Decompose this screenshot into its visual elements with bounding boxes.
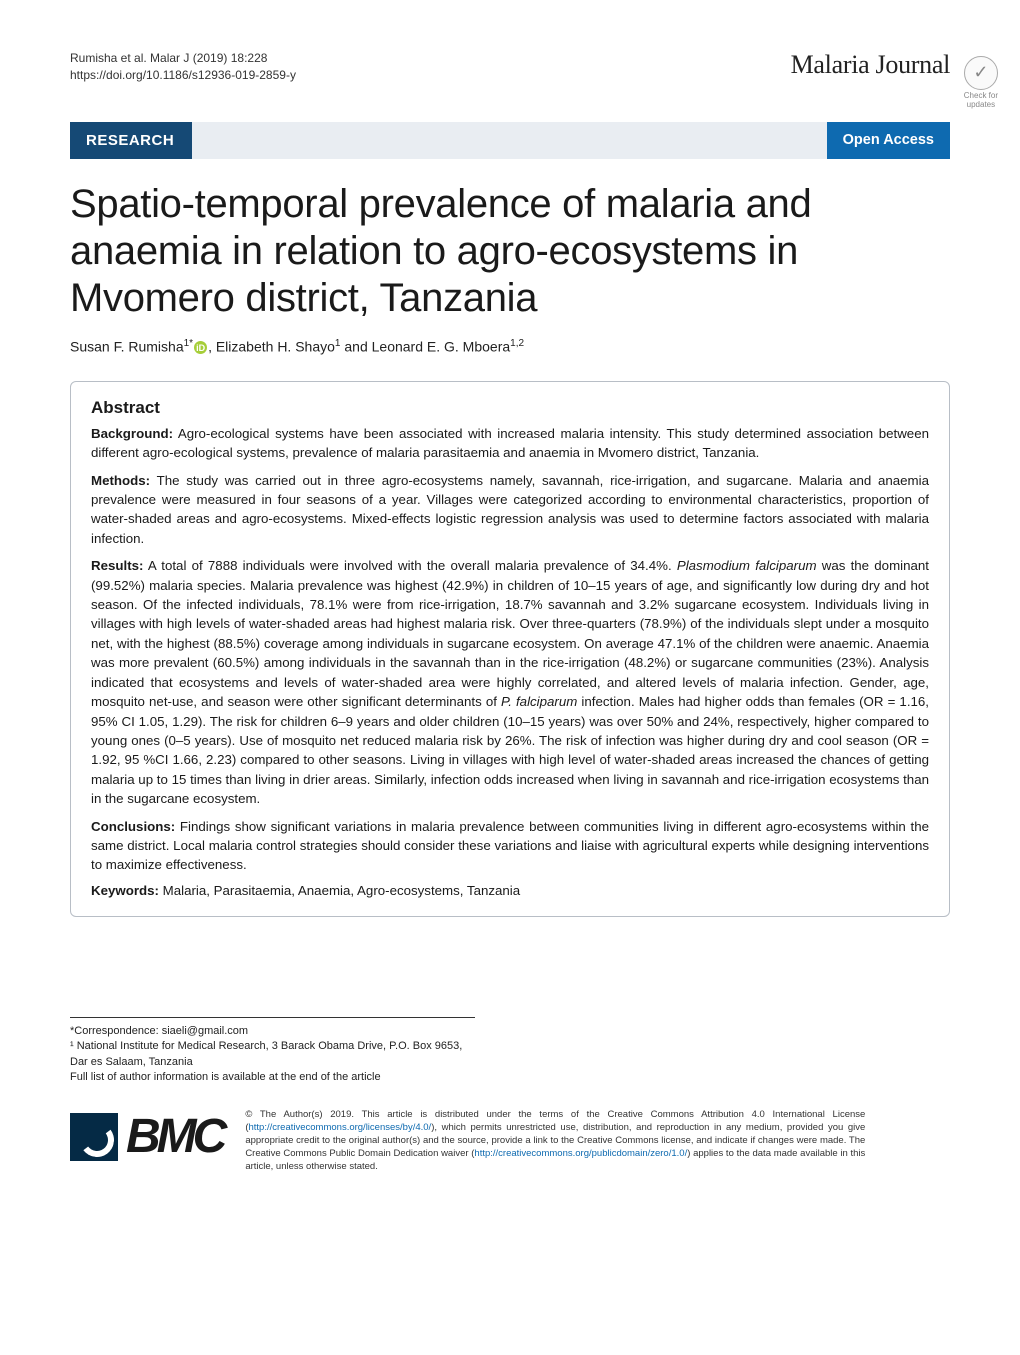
abstract-methods: Methods: The study was carried out in th… <box>91 471 929 549</box>
crossmark-icon: ✓ <box>964 56 998 90</box>
footnotes: *Correspondence: siaeli@gmail.com ¹ Nati… <box>70 1017 475 1086</box>
background-label: Background: <box>91 426 173 441</box>
license-text: © The Author(s) 2019. This article is di… <box>245 1109 865 1173</box>
affiliation-1: ¹ National Institute for Medical Researc… <box>70 1039 475 1070</box>
methods-text: The study was carried out in three agro-… <box>91 473 929 546</box>
crossmark-text2: updates <box>964 101 998 110</box>
keywords-text: Malaria, Parasitaemia, Anaemia, Agro-eco… <box>159 883 520 898</box>
abstract-heading: Abstract <box>91 398 929 418</box>
background-text: Agro-ecological systems have been associ… <box>91 426 929 460</box>
correspondence: *Correspondence: siaeli@gmail.com <box>70 1024 475 1039</box>
keywords: Keywords: Malaria, Parasitaemia, Anaemia… <box>91 883 929 898</box>
abstract-results: Results: A total of 7888 individuals wer… <box>91 556 929 808</box>
authors-list: Susan F. Rumisha1*iD, Elizabeth H. Shayo… <box>70 338 950 355</box>
open-access-label: Open Access <box>827 122 950 159</box>
footer: BMC © The Author(s) 2019. This article i… <box>70 1109 950 1173</box>
keywords-label: Keywords: <box>91 883 159 898</box>
citation-line1: Rumisha et al. Malar J (2019) 18:228 <box>70 50 296 67</box>
bmc-text: BMC <box>126 1109 223 1164</box>
citation: Rumisha et al. Malar J (2019) 18:228 htt… <box>70 50 296 84</box>
research-label: RESEARCH <box>70 122 192 159</box>
article-title: Spatio-temporal prevalence of malaria an… <box>70 181 950 323</box>
bmc-logo: BMC <box>70 1109 223 1164</box>
methods-label: Methods: <box>91 473 150 488</box>
conclusions-text: Findings show significant variations in … <box>91 819 929 873</box>
results-label: Results: <box>91 558 143 573</box>
citation-doi: https://doi.org/10.1186/s12936-019-2859-… <box>70 67 296 84</box>
journal-name: Malaria Journal <box>791 50 950 80</box>
article-type-banner: RESEARCH Open Access <box>70 122 950 159</box>
full-author-list-note: Full list of author information is avail… <box>70 1070 475 1085</box>
abstract-box: Abstract Background: Agro-ecological sys… <box>70 381 950 917</box>
results-text: A total of 7888 individuals were involve… <box>91 558 929 806</box>
abstract-conclusions: Conclusions: Findings show significant v… <box>91 817 929 875</box>
abstract-background: Background: Agro-ecological systems have… <box>91 424 929 463</box>
conclusions-label: Conclusions: <box>91 819 175 834</box>
bmc-square-icon <box>70 1113 118 1161</box>
banner-spacer <box>192 122 826 159</box>
crossmark-badge[interactable]: ✓ Check for updates <box>964 56 998 110</box>
header: Rumisha et al. Malar J (2019) 18:228 htt… <box>70 50 950 84</box>
